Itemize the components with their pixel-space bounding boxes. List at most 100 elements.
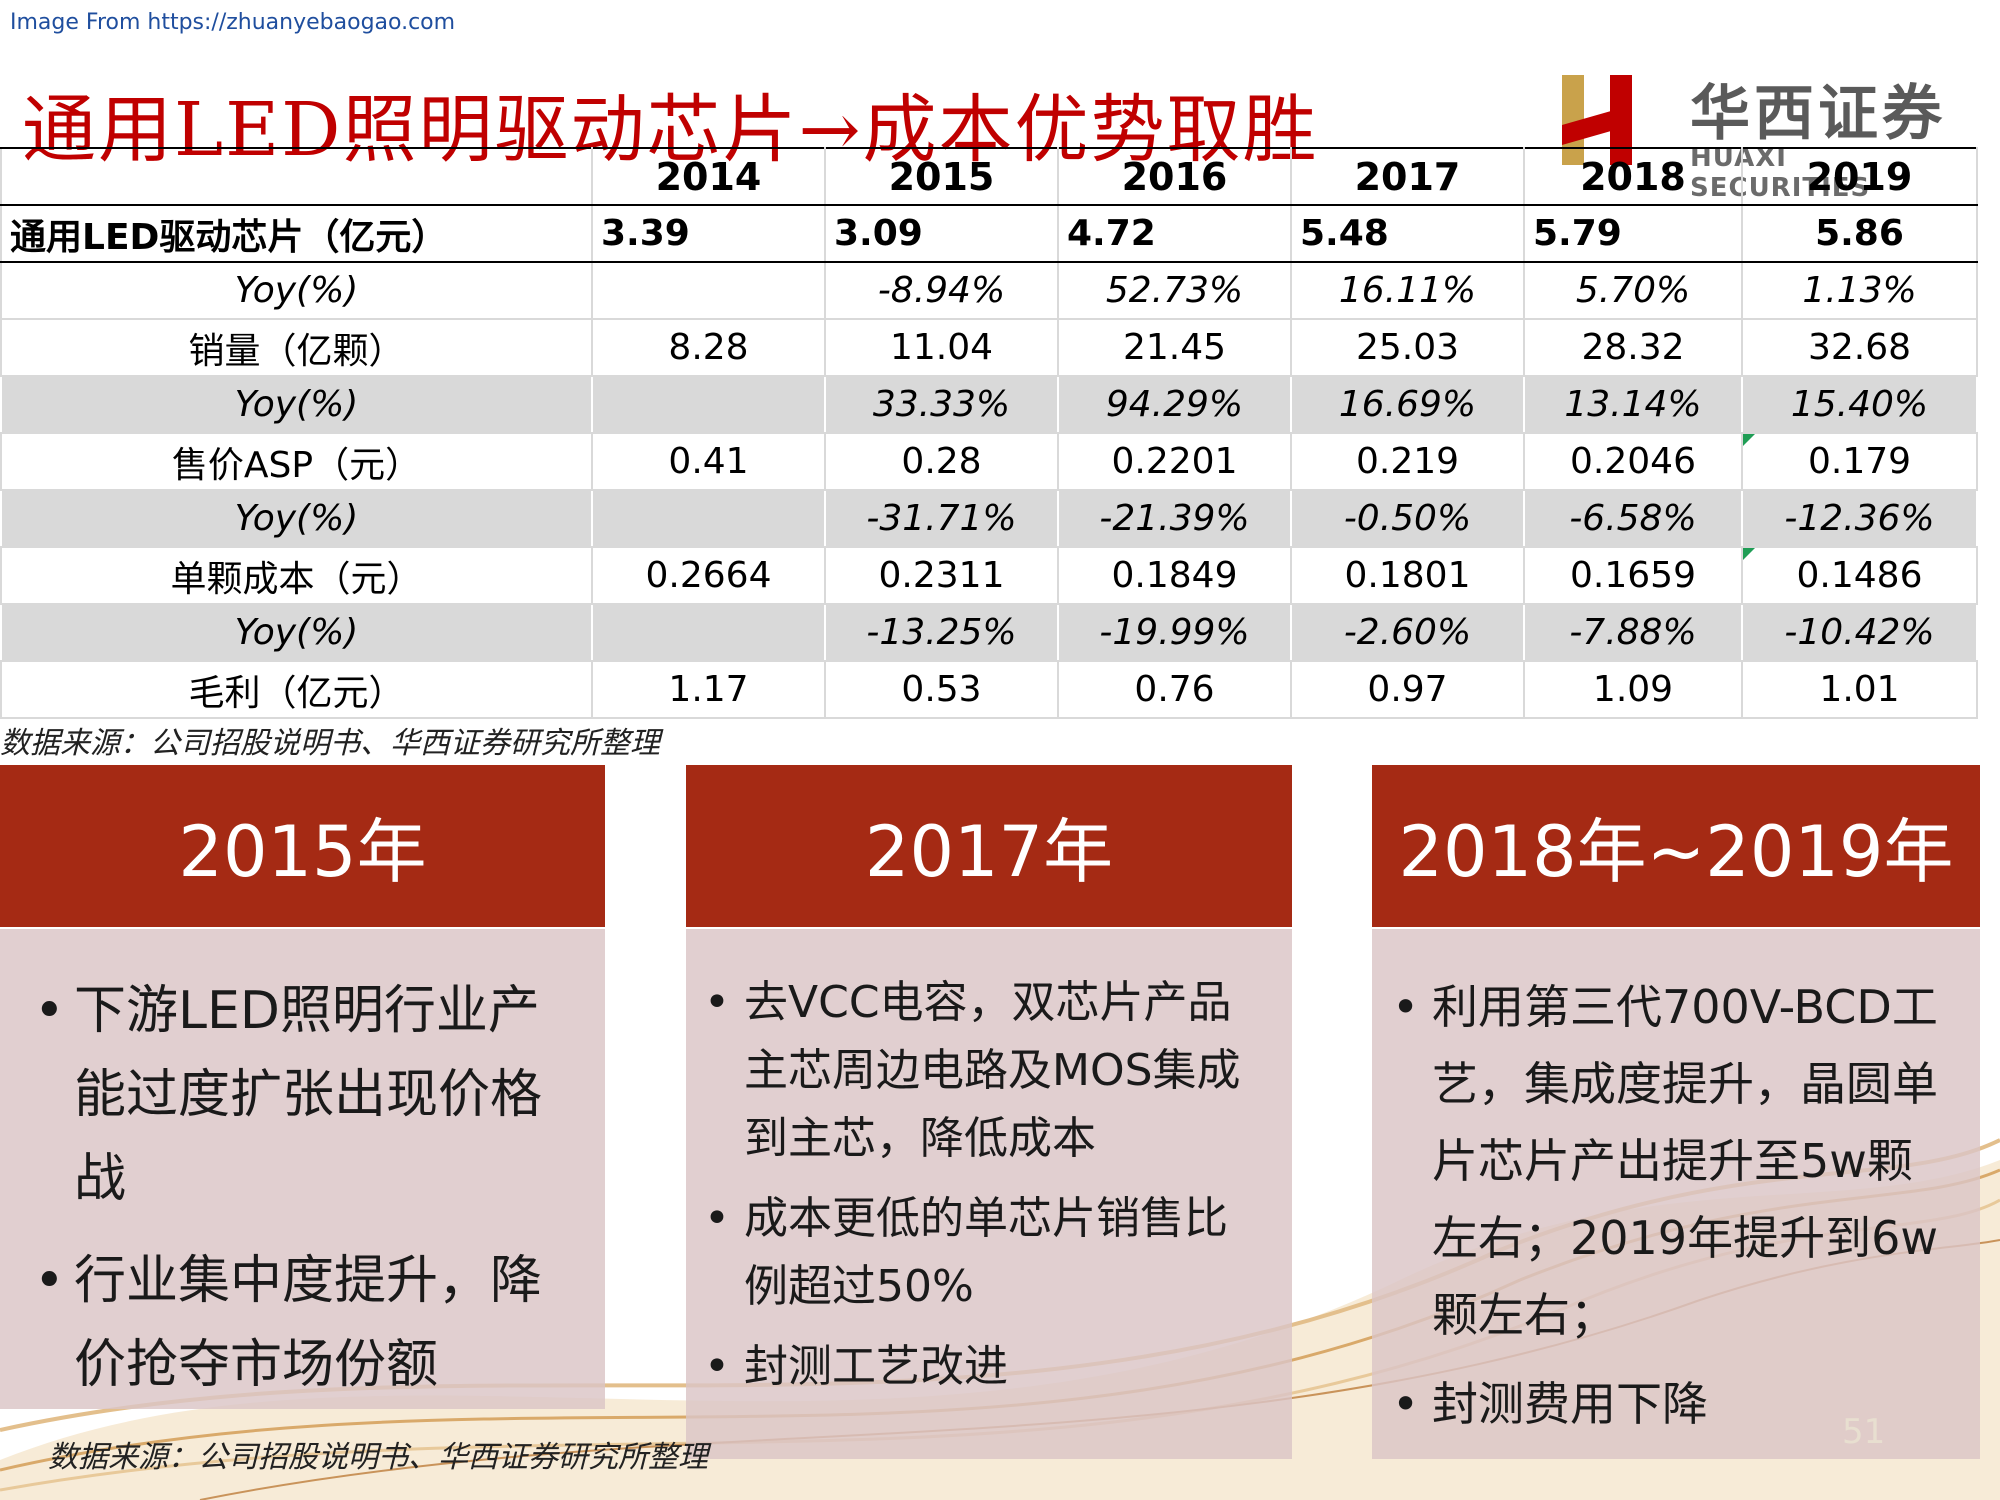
huaxi-logo-icon [1562, 75, 1632, 165]
table-row-unit-cost: 单颗成本（元） 0.2664 0.2311 0.1849 0.1801 0.16… [0, 546, 1978, 605]
table-cell: 0.2664 [591, 546, 826, 605]
table-cell: 0.1849 [1057, 546, 1292, 605]
table-row-volume: 销量（亿颗） 8.28 11.04 21.45 25.03 28.32 32.6… [0, 318, 1978, 377]
row-label: Yoy(%) [0, 375, 593, 434]
table-cell: 5.48 [1290, 204, 1525, 263]
bullet-item: 成本更低的单芯片销售比例超过50% [704, 1185, 1262, 1321]
year-header: 2016 [1057, 147, 1292, 206]
table-row-asp-yoy: Yoy(%) -31.71% -21.39% -0.50% -6.58% -12… [0, 489, 1978, 548]
table-cell: 0.1486 [1741, 546, 1978, 605]
bullet-item: 封测工艺改进 [704, 1333, 1262, 1401]
logo-chinese-name: 华西证券 [1690, 79, 1946, 149]
table-row-asp: 售价ASP（元） 0.41 0.28 0.2201 0.219 0.2046 0… [0, 432, 1978, 491]
bullet-item: 去VCC电容，双芯片产品主芯周边电路及MOS集成到主芯，降低成本 [704, 969, 1262, 1173]
row-label: 通用LED驱动芯片（亿元） [0, 204, 593, 263]
table-cell: -0.50% [1290, 489, 1525, 548]
card-heading: 2015年 [0, 765, 605, 927]
table-cell: 1.17 [591, 660, 826, 719]
table-cell: -2.60% [1290, 603, 1525, 662]
table-cell: -13.25% [824, 603, 1059, 662]
table-cell: -31.71% [824, 489, 1059, 548]
table-cell: 3.39 [591, 204, 826, 263]
year-header: 2017 [1290, 147, 1525, 206]
bullet-item: 下游LED照明行业产能过度扩张出现价格战 [34, 969, 565, 1221]
table-cell: -12.36% [1741, 489, 1978, 548]
table-cell: 0.41 [591, 432, 826, 491]
table-cell: 1.13% [1741, 261, 1978, 320]
table-cell: 3.09 [824, 204, 1059, 263]
row-label: Yoy(%) [0, 489, 593, 548]
card-body: 下游LED照明行业产能过度扩张出现价格战 行业集中度提升，降价抢夺市场份额 [0, 929, 605, 1409]
table-cell: 21.45 [1057, 318, 1292, 377]
bottom-source-note: 数据来源：公司招股说明书、华西证券研究所整理 [48, 1440, 708, 1475]
year-header: 2018 [1523, 147, 1743, 206]
table-cell: 13.14% [1523, 375, 1743, 434]
table-cell [591, 261, 826, 320]
table-cell: -7.88% [1523, 603, 1743, 662]
table-row-revenue: 通用LED驱动芯片（亿元） 3.39 3.09 4.72 5.48 5.79 5… [0, 204, 1978, 263]
table-cell: 15.40% [1741, 375, 1978, 434]
table-cell: 52.73% [1057, 261, 1292, 320]
table-source-note: 数据来源：公司招股说明书、华西证券研究所整理 [0, 726, 660, 761]
table-cell [591, 375, 826, 434]
table-cell: 0.2201 [1057, 432, 1292, 491]
table-cell: 0.97 [1290, 660, 1525, 719]
row-label: 售价ASP（元） [0, 432, 593, 491]
table-row-revenue-yoy: Yoy(%) -8.94% 52.73% 16.11% 5.70% 1.13% [0, 261, 1978, 320]
row-label: Yoy(%) [0, 261, 593, 320]
table-cell: 1.09 [1523, 660, 1743, 719]
card-body: 利用第三代700V-BCD工艺，集成度提升，晶圆单片芯片产出提升至5w颗左右；2… [1372, 929, 1980, 1459]
table-cell: 5.70% [1523, 261, 1743, 320]
table-cell: 0.53 [824, 660, 1059, 719]
table-cell: -10.42% [1741, 603, 1978, 662]
table-cell: 25.03 [1290, 318, 1525, 377]
year-header: 2015 [824, 147, 1059, 206]
row-label: 毛利（亿元） [0, 660, 593, 719]
table-cell: 33.33% [824, 375, 1059, 434]
card-body: 去VCC电容，双芯片产品主芯周边电路及MOS集成到主芯，降低成本 成本更低的单芯… [686, 929, 1292, 1459]
table-cell: 8.28 [591, 318, 826, 377]
card-heading: 2018年~2019年 [1372, 765, 1980, 927]
row-label: 单颗成本（元） [0, 546, 593, 605]
card-heading: 2017年 [686, 765, 1292, 927]
table-cell: 28.32 [1523, 318, 1743, 377]
table-cell: 1.01 [1741, 660, 1978, 719]
year-header: 2019 [1741, 147, 1978, 206]
table-cell: 11.04 [824, 318, 1059, 377]
table-cell: 0.179 [1741, 432, 1978, 491]
page-number: 51 [1842, 1412, 1886, 1452]
table-header-row: 2014 2015 2016 2017 2018 2019 [0, 147, 1978, 206]
table-cell: -8.94% [824, 261, 1059, 320]
table-cell: 0.219 [1290, 432, 1525, 491]
card-2017: 2017年 去VCC电容，双芯片产品主芯周边电路及MOS集成到主芯，降低成本 成… [686, 765, 1292, 1459]
bullet-item: 行业集中度提升，降价抢夺市场份额 [34, 1239, 565, 1407]
table-cell: 0.76 [1057, 660, 1292, 719]
source-url-watermark: Image From https://zhuanyebaogao.com [10, 10, 456, 35]
row-label: Yoy(%) [0, 603, 593, 662]
table-cell: -21.39% [1057, 489, 1292, 548]
table-cell: 0.2311 [824, 546, 1059, 605]
card-2018-2019: 2018年~2019年 利用第三代700V-BCD工艺，集成度提升，晶圆单片芯片… [1372, 765, 1980, 1459]
table-cell: 0.28 [824, 432, 1059, 491]
led-driver-data-table: 2014 2015 2016 2017 2018 2019 通用LED驱动芯片（… [0, 147, 1978, 719]
table-cell: 0.2046 [1523, 432, 1743, 491]
table-cell: 5.86 [1741, 204, 1978, 263]
table-cell: 0.1659 [1523, 546, 1743, 605]
table-row-volume-yoy: Yoy(%) 33.33% 94.29% 16.69% 13.14% 15.40… [0, 375, 1978, 434]
table-cell: 4.72 [1057, 204, 1292, 263]
table-cell [591, 603, 826, 662]
card-2015: 2015年 下游LED照明行业产能过度扩张出现价格战 行业集中度提升，降价抢夺市… [0, 765, 605, 1409]
table-cell: 94.29% [1057, 375, 1292, 434]
table-cell: 5.79 [1523, 204, 1743, 263]
table-row-gross-profit: 毛利（亿元） 1.17 0.53 0.76 0.97 1.09 1.01 [0, 660, 1978, 719]
row-label: 销量（亿颗） [0, 318, 593, 377]
table-cell: -19.99% [1057, 603, 1292, 662]
table-cell: 16.69% [1290, 375, 1525, 434]
table-row-unit-cost-yoy: Yoy(%) -13.25% -19.99% -2.60% -7.88% -10… [0, 603, 1978, 662]
table-cell [591, 489, 826, 548]
bullet-item: 封测费用下降 [1392, 1366, 1950, 1443]
year-header: 2014 [591, 147, 826, 206]
table-cell: 32.68 [1741, 318, 1978, 377]
table-cell: -6.58% [1523, 489, 1743, 548]
header-empty-cell [0, 147, 593, 206]
